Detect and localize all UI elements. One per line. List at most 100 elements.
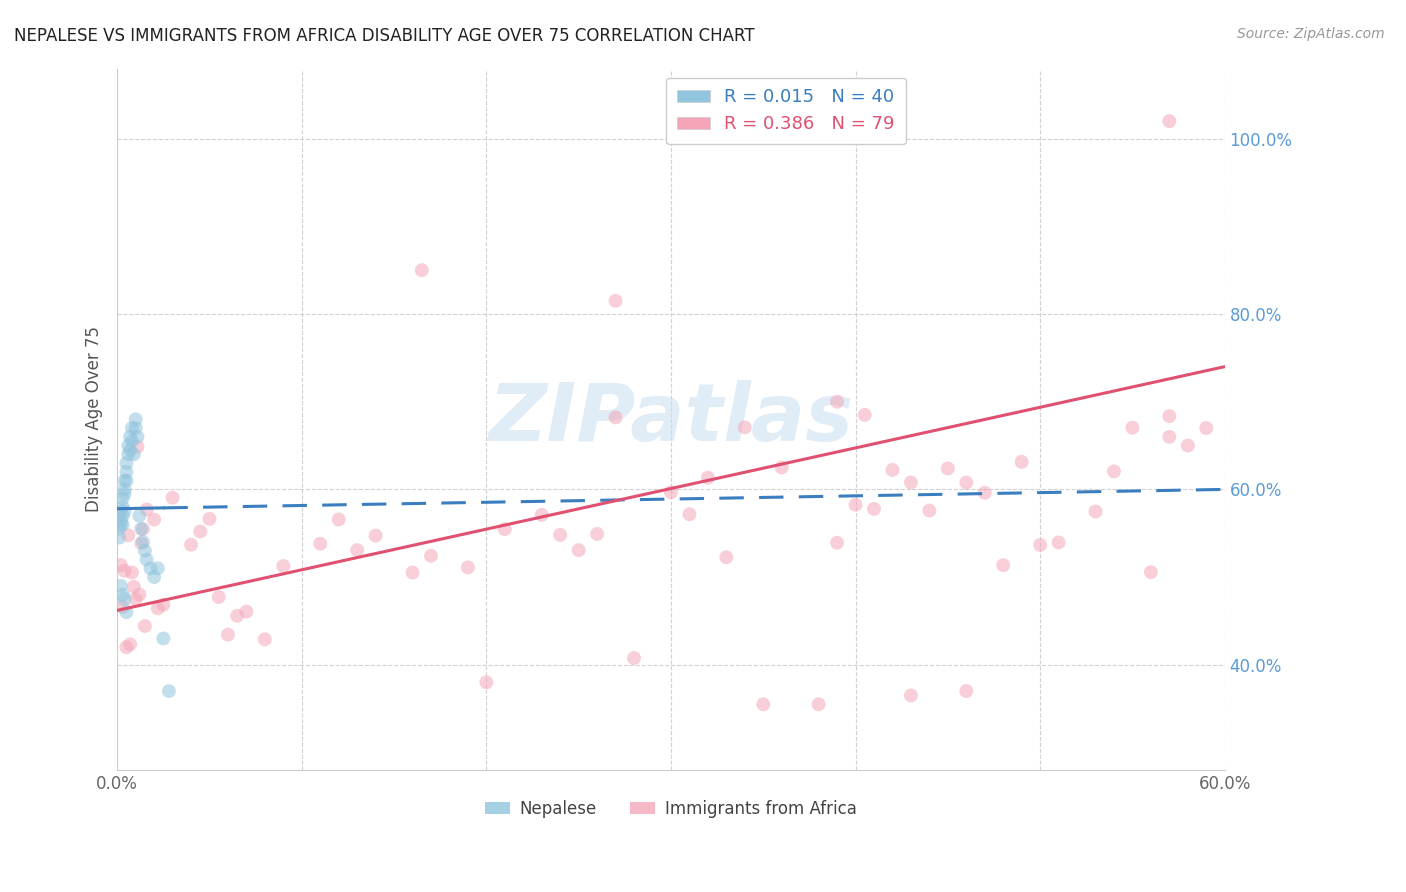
Point: [900, 475, 922, 490]
Point: [853, 408, 876, 422]
Point: [108, 522, 131, 536]
Point: [135, 502, 157, 516]
Point: [117, 439, 139, 453]
Point: [1140, 565, 1163, 579]
Point: [180, 538, 202, 552]
Point: [1195, 421, 1218, 435]
Point: [716, 550, 738, 565]
Point: [128, 508, 150, 523]
Point: [863, 501, 886, 516]
Point: [115, 605, 138, 619]
Point: [114, 592, 136, 607]
Point: [132, 522, 155, 536]
Point: [120, 637, 142, 651]
Point: [420, 549, 443, 563]
Point: [111, 599, 134, 614]
Point: [1102, 464, 1125, 478]
Point: [120, 430, 142, 444]
Point: [114, 487, 136, 501]
Point: [127, 430, 149, 444]
Point: [114, 483, 136, 497]
Point: [1159, 114, 1181, 128]
Point: [844, 498, 866, 512]
Point: [127, 440, 149, 454]
Point: [825, 394, 848, 409]
Point: [1084, 504, 1107, 518]
Point: [135, 552, 157, 566]
Point: [586, 527, 609, 541]
Point: [1177, 439, 1199, 453]
Point: [120, 442, 142, 457]
Point: [882, 463, 904, 477]
Point: [696, 471, 718, 485]
Point: [364, 528, 387, 542]
Point: [457, 560, 479, 574]
Point: [114, 564, 136, 578]
Point: [993, 558, 1015, 573]
Point: [217, 628, 239, 642]
Point: [752, 698, 775, 712]
Text: ZIPatlas: ZIPatlas: [488, 380, 853, 458]
Point: [124, 592, 146, 607]
Point: [825, 535, 848, 549]
Point: [110, 517, 132, 532]
Point: [110, 579, 132, 593]
Point: [411, 263, 433, 277]
Point: [900, 689, 922, 703]
Point: [770, 460, 793, 475]
Point: [111, 491, 134, 505]
Point: [198, 512, 221, 526]
Point: [936, 461, 959, 475]
Point: [548, 528, 571, 542]
Point: [124, 421, 146, 435]
Point: [134, 619, 156, 633]
Point: [401, 566, 423, 580]
Point: [152, 598, 174, 612]
Point: [568, 543, 591, 558]
Point: [115, 640, 138, 655]
Legend: Nepalese, Immigrants from Africa: Nepalese, Immigrants from Africa: [478, 794, 863, 825]
Point: [117, 528, 139, 542]
Point: [122, 580, 145, 594]
Point: [973, 485, 995, 500]
Point: [110, 558, 132, 573]
Point: [605, 410, 627, 425]
Point: [659, 485, 682, 500]
Point: [1159, 409, 1181, 424]
Point: [253, 632, 276, 647]
Point: [121, 421, 143, 435]
Point: [115, 474, 138, 488]
Point: [134, 543, 156, 558]
Point: [1121, 420, 1143, 434]
Text: NEPALESE VS IMMIGRANTS FROM AFRICA DISABILITY AGE OVER 75 CORRELATION CHART: NEPALESE VS IMMIGRANTS FROM AFRICA DISAB…: [14, 27, 755, 45]
Point: [494, 522, 516, 536]
Point: [1047, 535, 1070, 549]
Point: [128, 588, 150, 602]
Point: [918, 503, 941, 517]
Point: [623, 651, 645, 665]
Point: [678, 508, 700, 522]
Point: [110, 513, 132, 527]
Point: [132, 535, 155, 549]
Y-axis label: Disability Age Over 75: Disability Age Over 75: [86, 326, 103, 512]
Point: [146, 601, 169, 615]
Point: [111, 500, 134, 514]
Point: [188, 524, 211, 539]
Point: [328, 512, 350, 526]
Point: [115, 456, 138, 470]
Point: [1011, 455, 1033, 469]
Point: [157, 684, 180, 698]
Point: [143, 512, 166, 526]
Point: [807, 698, 830, 712]
Point: [162, 491, 184, 505]
Point: [121, 434, 143, 449]
Point: [111, 508, 134, 523]
Point: [129, 536, 152, 550]
Point: [346, 543, 368, 558]
Point: [117, 447, 139, 461]
Point: [530, 508, 553, 522]
Point: [146, 561, 169, 575]
Point: [139, 561, 162, 575]
Point: [111, 517, 134, 532]
Point: [111, 588, 134, 602]
